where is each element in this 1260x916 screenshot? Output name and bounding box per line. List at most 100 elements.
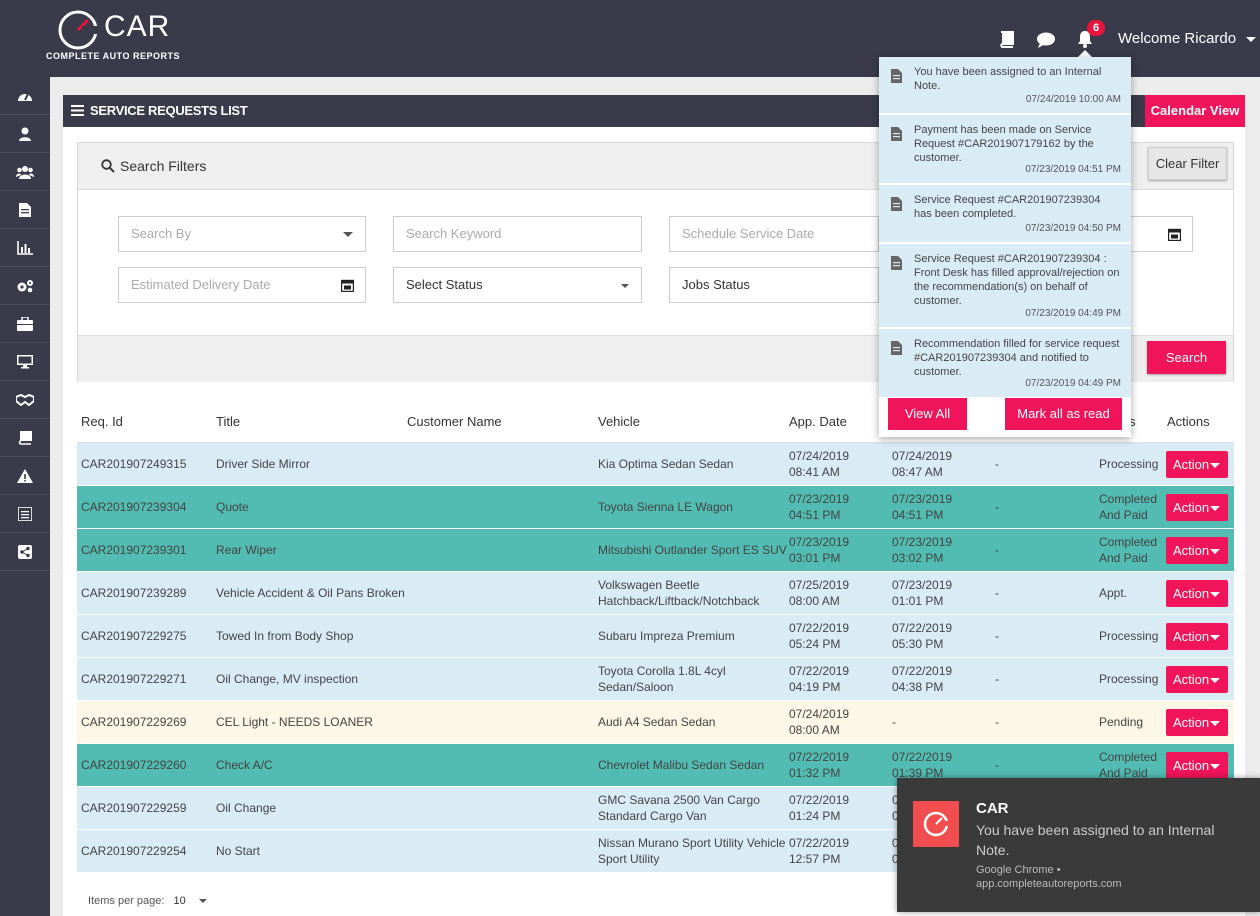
action-button[interactable]: Action	[1166, 537, 1228, 564]
action-button[interactable]: Action	[1166, 709, 1228, 736]
column-header-vehicle[interactable]: Vehicle	[598, 414, 640, 429]
action-button[interactable]: Action	[1166, 623, 1228, 650]
caret-down-icon	[198, 899, 207, 904]
cell-title: CEL Light - NEEDS LOANER	[216, 715, 373, 729]
sidebar-item-users[interactable]	[0, 153, 50, 191]
cell-vehicle: Subaru Impreza Premium	[598, 628, 735, 644]
browser-notification-toast[interactable]: CAR You have been assigned to an Interna…	[897, 778, 1260, 912]
table-row[interactable]: CAR201907249315 Driver Side Mirror Kia Opt…	[77, 443, 1234, 486]
book-icon[interactable]	[997, 29, 1017, 49]
caret-down-icon	[1210, 592, 1220, 597]
action-button-label: Action	[1173, 586, 1210, 601]
cell-vehicle-line2: Sedan/Saloon	[598, 680, 674, 694]
cell-vehicle-line1: Volkswagen Beetle	[598, 578, 700, 592]
date-range-input[interactable]	[1131, 216, 1193, 252]
cell-status: Completed And Paid	[1099, 749, 1157, 781]
estimated-delivery-date-input[interactable]: Estimated Delivery Date	[118, 267, 366, 303]
cell-d-line2: 0	[892, 809, 899, 823]
notification-time: 07/23/2019 04:49 PM	[1025, 378, 1121, 389]
table-row[interactable]: CAR201907229275 Towed In from Body Shop Su…	[77, 615, 1234, 658]
hamburger-icon[interactable]	[71, 105, 84, 116]
view-all-button[interactable]: View All	[888, 398, 967, 430]
search-by-select[interactable]: Search By	[118, 216, 366, 252]
cell-status: Completed And Paid	[1099, 491, 1157, 523]
mark-all-read-button[interactable]: Mark all as read	[1005, 398, 1122, 430]
sidebar-item-settings[interactable]	[0, 267, 50, 305]
bell-icon[interactable]	[1075, 29, 1095, 49]
notification-item[interactable]: Service Request #CAR201907239304 : Front…	[879, 244, 1131, 328]
cell-app: 07/22/2019 12:57 PM	[789, 835, 849, 867]
notification-item[interactable]: You have been assigned to an Internal No…	[879, 57, 1131, 114]
column-header-app-date[interactable]: App. Date	[789, 414, 847, 429]
schedule-service-date-input[interactable]: Schedule Service Date	[669, 216, 879, 252]
brand-logo[interactable]: CAR COMPLETE AUTO REPORTS	[46, 8, 186, 64]
cell-d-line2: 04:51 PM	[892, 508, 944, 522]
table-row[interactable]: CAR201907229269 CEL Light - NEEDS LOANER A…	[77, 701, 1234, 744]
cell-app-line2: 01:24 PM	[789, 809, 841, 823]
table-row[interactable]: CAR201907229271 Oil Change, MV inspection…	[77, 658, 1234, 701]
sidebar-item-alerts[interactable]	[0, 457, 50, 495]
sidebar-item-user[interactable]	[0, 115, 50, 153]
action-button[interactable]: Action	[1166, 451, 1228, 478]
sidebar-item-jobs[interactable]	[0, 305, 50, 343]
chat-icon[interactable]	[1036, 30, 1056, 50]
calendar-view-button[interactable]: Calendar View	[1145, 95, 1245, 127]
monitor-icon	[17, 354, 33, 368]
table-row[interactable]: CAR201907239289 Vehicle Accident & Oil Pa…	[77, 572, 1234, 615]
column-header-req-id[interactable]: Req. Id	[81, 414, 123, 429]
cell-dash: -	[995, 629, 999, 643]
select-status-select[interactable]: Select Status	[393, 267, 642, 303]
cell-app-line2: 01:32 PM	[789, 766, 841, 780]
cell-vehicle: Mitsubishi Outlander Sport ES SUV	[598, 542, 787, 558]
cell-d-line2: 03:02 PM	[892, 551, 944, 565]
search-button[interactable]: Search	[1147, 341, 1226, 374]
cell-d-line1: 07/22/2019	[892, 664, 953, 678]
items-per-page-label: Items per page:	[88, 895, 165, 907]
action-button[interactable]: Action	[1166, 666, 1228, 693]
user-menu[interactable]: Welcome Ricardo	[1118, 30, 1257, 47]
sidebar-item-manual[interactable]	[0, 419, 50, 457]
action-button[interactable]: Action	[1166, 752, 1228, 779]
cell-vehicle: Toyota Corolla 1.8L 4cyl Sedan/Saloon	[598, 663, 726, 695]
search-keyword-input[interactable]: Search Keyword	[393, 216, 642, 252]
sidebar-item-partners[interactable]	[0, 381, 50, 419]
cell-status-line1: Appt.	[1099, 586, 1128, 600]
cell-status: Completed And Paid	[1099, 534, 1157, 566]
cell-d-line1: 07/22/2019	[892, 750, 953, 764]
cell-vehicle-line1: Chevrolet Malibu Sedan Sedan	[598, 758, 765, 772]
cell-app-line2: 05:24 PM	[789, 637, 841, 651]
cell-title: Oil Change, MV inspection	[216, 672, 359, 686]
sidebar-item-documents[interactable]	[0, 191, 50, 229]
action-button[interactable]: Action	[1166, 580, 1228, 607]
notification-item[interactable]: Service Request #CAR201907239304 has bee…	[879, 185, 1131, 243]
search-filters-title: Search Filters	[120, 158, 207, 174]
clear-filter-button[interactable]: Clear Filter	[1148, 147, 1227, 180]
sidebar-item-reports[interactable]	[0, 229, 50, 267]
column-header-title[interactable]: Title	[216, 414, 241, 429]
cell-title: No Start	[216, 844, 261, 858]
table-row[interactable]: CAR201907239304 Quote Toyota Sienna LE Wag…	[77, 486, 1234, 529]
jobs-status-select[interactable]: Jobs Status	[669, 267, 879, 303]
sidebar-item-share[interactable]	[0, 533, 50, 571]
cell-app-line2: 12:57 PM	[789, 852, 841, 866]
caret-down-icon	[1210, 678, 1220, 683]
sidebar-item-dashboard[interactable]	[0, 77, 50, 115]
action-button[interactable]: Action	[1166, 494, 1228, 521]
table-row[interactable]: CAR201907239301 Rear Wiper Mitsubishi Outl…	[77, 529, 1234, 572]
column-header-status[interactable]: s	[1129, 414, 1136, 429]
select-status-value: Select Status	[406, 277, 483, 292]
cell-vehicle-line2: Standard Cargo Van	[598, 809, 707, 823]
notification-item[interactable]: Recommendation filled for service reques…	[879, 329, 1131, 398]
cell-id: CAR201907249315	[81, 457, 187, 471]
search-icon	[101, 159, 115, 173]
sidebar-item-display[interactable]	[0, 343, 50, 381]
caret-down-icon	[1210, 764, 1220, 769]
notification-item[interactable]: Payment has been made on Service Request…	[879, 115, 1131, 184]
schedule-service-date-placeholder: Schedule Service Date	[682, 226, 815, 241]
cell-status-line1: Processing	[1099, 457, 1159, 471]
sidebar-item-list[interactable]	[0, 495, 50, 533]
action-button-label: Action	[1173, 715, 1210, 730]
items-per-page[interactable]: Items per page: 10	[88, 895, 207, 907]
column-header-customer-name[interactable]: Customer Name	[407, 414, 502, 429]
cell-app-line2: 08:00 AM	[789, 594, 840, 608]
